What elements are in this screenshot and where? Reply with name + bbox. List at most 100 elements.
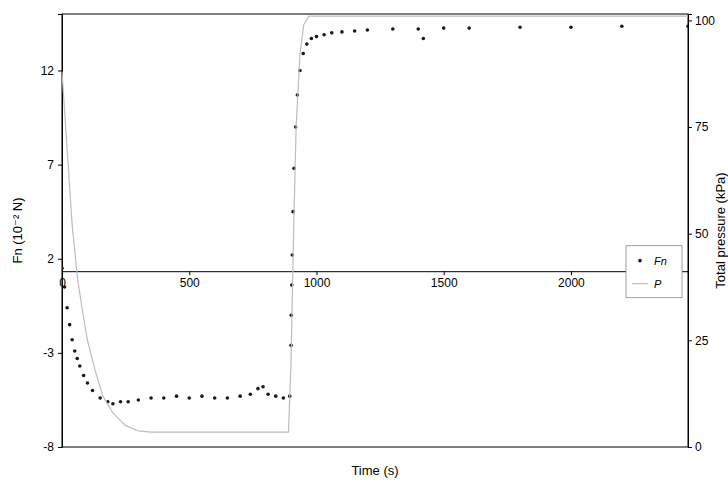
tick: 1000 [304, 271, 331, 290]
tick-mark [571, 271, 572, 275]
point [78, 364, 82, 368]
point [175, 394, 179, 398]
tick: 50 [688, 227, 709, 241]
point [274, 394, 278, 398]
tick: 7 [47, 158, 62, 172]
legend-label: P [654, 278, 662, 290]
point [75, 357, 79, 361]
point [620, 24, 624, 28]
point [238, 394, 242, 398]
point [518, 25, 522, 29]
tick-label: 12 [41, 64, 55, 78]
point [68, 323, 72, 327]
tick-mark [58, 447, 62, 448]
point [249, 392, 253, 396]
tick-label: 1500 [431, 276, 458, 290]
tick-label: 1000 [304, 276, 331, 290]
x-axis-title: Time (s) [351, 463, 398, 478]
legend-swatch [638, 259, 642, 263]
tick: 12 [41, 64, 62, 78]
point [200, 394, 204, 398]
point [63, 285, 67, 289]
tick: 2000 [558, 271, 585, 290]
point [213, 396, 217, 400]
series-line [62, 16, 688, 432]
point [82, 374, 86, 378]
tick-mark [58, 353, 62, 354]
point [315, 35, 319, 39]
tick-label: -8 [43, 440, 54, 454]
point [310, 37, 314, 41]
tick: 75 [688, 120, 709, 134]
y-axis-line [58, 15, 63, 448]
tick-label: 75 [695, 120, 709, 134]
tick-label: 500 [180, 276, 200, 290]
point [569, 25, 573, 29]
tick-mark [58, 165, 62, 166]
point [261, 385, 265, 389]
point [111, 402, 115, 406]
point [416, 27, 420, 31]
point [366, 28, 370, 32]
tick-mark [316, 271, 317, 275]
tick-mark [688, 127, 692, 128]
point [65, 306, 69, 310]
point [322, 33, 326, 37]
y2-axis-title: Total pressure (kPa) [713, 172, 728, 288]
legend: Fn P [626, 246, 682, 298]
tick-label: 25 [695, 334, 709, 348]
tick: 0 [688, 440, 702, 454]
tick: 0 [59, 271, 66, 290]
y-axis-title: Fn (10⁻² N) [10, 197, 25, 263]
legend-swatch [632, 283, 648, 284]
tick-mark [62, 271, 63, 275]
point [266, 392, 270, 396]
point [282, 396, 286, 400]
tick: -8 [43, 440, 62, 454]
point [137, 398, 141, 402]
point [162, 396, 166, 400]
point [301, 52, 305, 56]
chart: -8-3271202550751000500100015002000Time (… [0, 0, 728, 483]
tick: 25 [688, 334, 709, 348]
marks [62, 16, 688, 432]
y-axis: -8-32712 [41, 15, 63, 455]
tick-label: 100 [695, 14, 715, 28]
point [91, 389, 95, 393]
point [391, 27, 395, 31]
tick-mark [688, 447, 692, 448]
point [256, 387, 260, 391]
plot-frame [62, 14, 688, 447]
point [86, 381, 90, 385]
y2-axis-line [689, 15, 693, 448]
point [330, 31, 334, 35]
tick-label: 0 [695, 440, 702, 454]
point [305, 42, 309, 46]
point [442, 26, 446, 30]
point [686, 24, 688, 28]
point [353, 29, 357, 33]
legend-label: Fn [654, 255, 667, 267]
point [422, 37, 426, 41]
tick: 500 [180, 271, 200, 290]
point [340, 30, 344, 34]
legend-box [626, 246, 682, 298]
point [226, 396, 230, 400]
point [126, 400, 130, 404]
y2-axis: 0 25 50 75 100 [688, 14, 715, 455]
tick-mark [189, 271, 190, 275]
tick-label: 50 [695, 227, 709, 241]
point [467, 26, 471, 30]
tick-mark [688, 340, 692, 341]
tick-label: -3 [43, 346, 54, 360]
point [98, 396, 102, 400]
tick-label: 7 [47, 158, 54, 172]
tick-label: 0 [59, 276, 66, 290]
tick-mark [688, 20, 692, 21]
point [149, 396, 153, 400]
point [119, 400, 123, 404]
tick-mark [58, 70, 62, 71]
x-axis-line [63, 272, 689, 276]
point [70, 338, 74, 342]
x-axis: 0 500 1000 1500 2000 [59, 271, 688, 290]
